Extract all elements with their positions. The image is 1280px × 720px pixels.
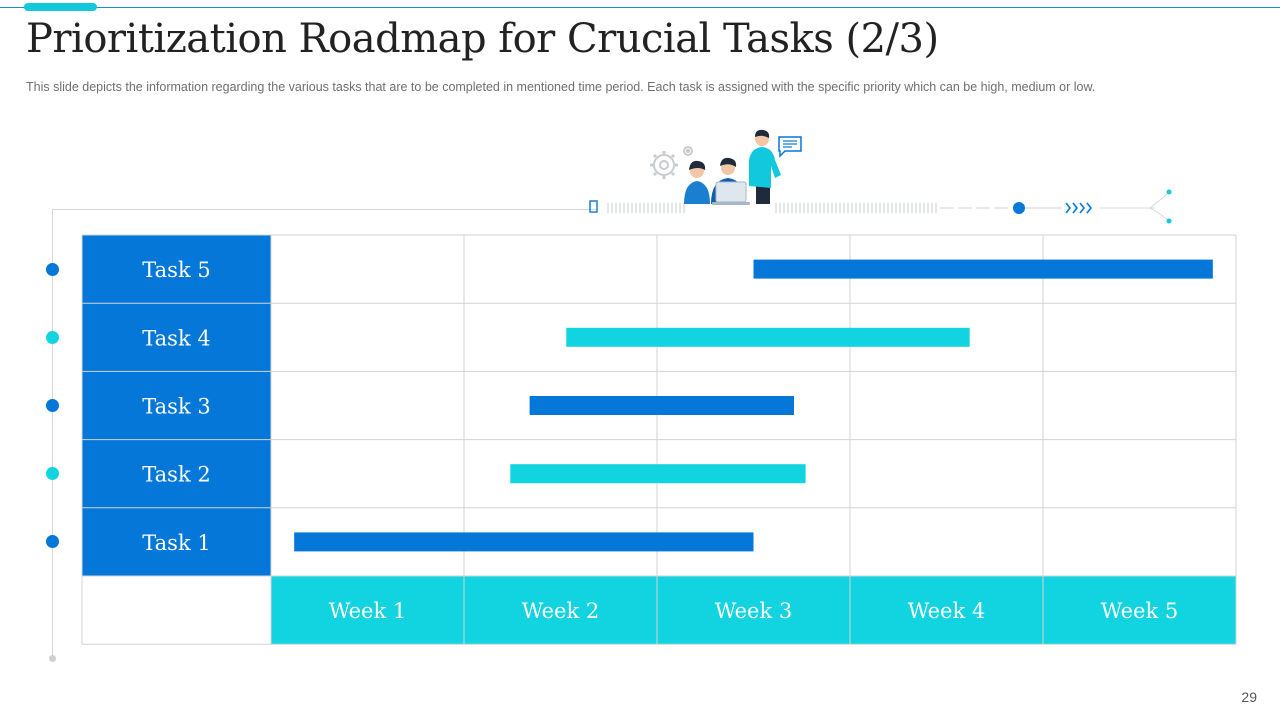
task-marker-dot [46,399,59,412]
gantt-bar [294,532,754,552]
gantt-bar [753,259,1213,279]
week-label-cell [850,576,1043,645]
task-label-cell [82,507,271,576]
timeline-vertical-line [52,209,53,659]
page-title: Prioritization Roadmap for Crucial Tasks… [26,16,939,62]
task-label: Task 4 [142,326,210,350]
page-number: 29 [1241,689,1257,705]
week-label: Week 3 [715,599,793,623]
gantt-bar [529,396,795,415]
timeline-end-dot [49,655,56,662]
week-label-cell [464,576,657,645]
page-subtitle: This slide depicts the information regar… [26,80,1096,94]
gantt-bar [566,327,970,347]
task-label-cell [82,371,271,440]
task-marker-dot [46,263,59,276]
task-marker-dot [46,535,59,548]
task-label: Task 1 [142,531,210,555]
task-marker-dot [46,467,59,480]
task-label: Task 5 [142,258,210,282]
week-label: Week 2 [522,599,600,623]
task-label: Task 2 [142,463,210,487]
gantt-bar [510,464,806,484]
week-label: Week 4 [908,599,986,623]
week-label-cell [271,576,464,645]
task-label-cell [82,303,271,372]
task-label-cell [82,439,271,508]
timeline-horizontal-line [52,209,597,210]
header-rule [0,7,1280,8]
week-label: Week 1 [329,599,407,623]
task-label: Task 3 [142,395,210,419]
task-label-cell [82,235,271,304]
task-marker-dot [46,331,59,344]
week-label: Week 5 [1101,599,1179,623]
week-label-cell [657,576,850,645]
header-accent-bar [24,3,97,11]
week-label-cell [1043,576,1236,645]
